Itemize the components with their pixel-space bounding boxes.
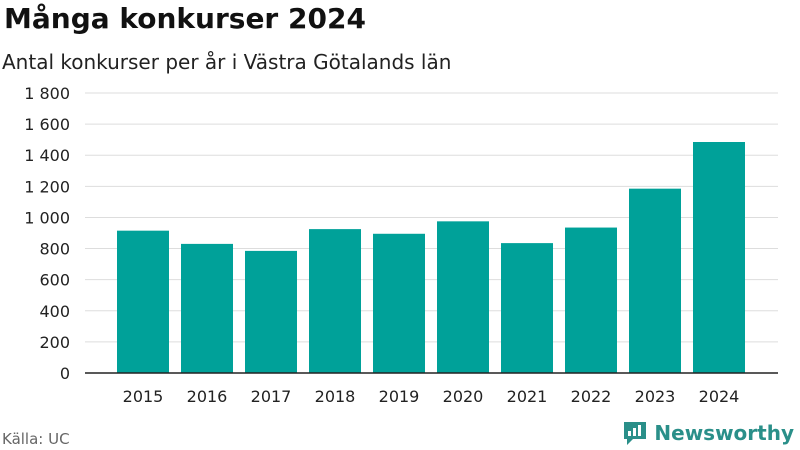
y-tick-label: 400 [39, 302, 70, 321]
newsworthy-logo-icon [624, 422, 647, 445]
bar-2023 [629, 188, 681, 373]
x-tick-label: 2016 [187, 387, 228, 406]
y-tick-label: 1 000 [24, 208, 70, 227]
x-tick-label: 2023 [635, 387, 676, 406]
y-tick-label: 800 [39, 240, 70, 259]
y-tick-label: 1 200 [24, 177, 70, 196]
chart-subtitle: Antal konkurser per år i Västra Götaland… [2, 50, 452, 74]
y-tick-label: 0 [60, 364, 70, 383]
x-tick-label: 2017 [251, 387, 292, 406]
y-tick-label: 1 600 [24, 115, 70, 134]
bar-2015 [117, 230, 169, 373]
y-tick-label: 1 400 [24, 146, 70, 165]
newsworthy-logo: Newsworthy [622, 420, 794, 446]
bars [117, 142, 745, 373]
chart-title: Många konkurser 2024 [4, 2, 366, 35]
x-tick-label: 2020 [443, 387, 484, 406]
y-tick-label: 200 [39, 333, 70, 352]
x-tick-label: 2021 [507, 387, 548, 406]
bar-2018 [309, 229, 361, 373]
newsworthy-brand-text: Newsworthy [654, 421, 794, 445]
bar-2020 [437, 221, 489, 373]
bar-2021 [501, 243, 553, 373]
bar-2017 [245, 250, 297, 373]
bar-2022 [565, 227, 617, 373]
y-tick-label: 1 800 [24, 84, 70, 103]
x-tick-label: 2022 [571, 387, 612, 406]
bar-chart: 0 200 400 600 800 1 000 1 200 1 400 1 600 1 800 2… [24, 84, 778, 406]
x-tick-label: 2024 [699, 387, 740, 406]
x-tick-label: 2015 [123, 387, 164, 406]
source-label: Källa: UC [2, 430, 70, 448]
x-tick-label: 2018 [315, 387, 356, 406]
bar-2024 [693, 142, 745, 373]
x-axis-labels: 2015 2016 2017 2018 2019 2020 2021 2022 2023 2024 [123, 387, 740, 406]
y-tick-label: 600 [39, 271, 70, 290]
bar-2019 [373, 233, 425, 373]
bar-2016 [181, 243, 233, 373]
x-tick-label: 2019 [379, 387, 420, 406]
y-axis-labels: 0 200 400 600 800 1 000 1 200 1 400 1 600 1 800 [24, 84, 70, 383]
